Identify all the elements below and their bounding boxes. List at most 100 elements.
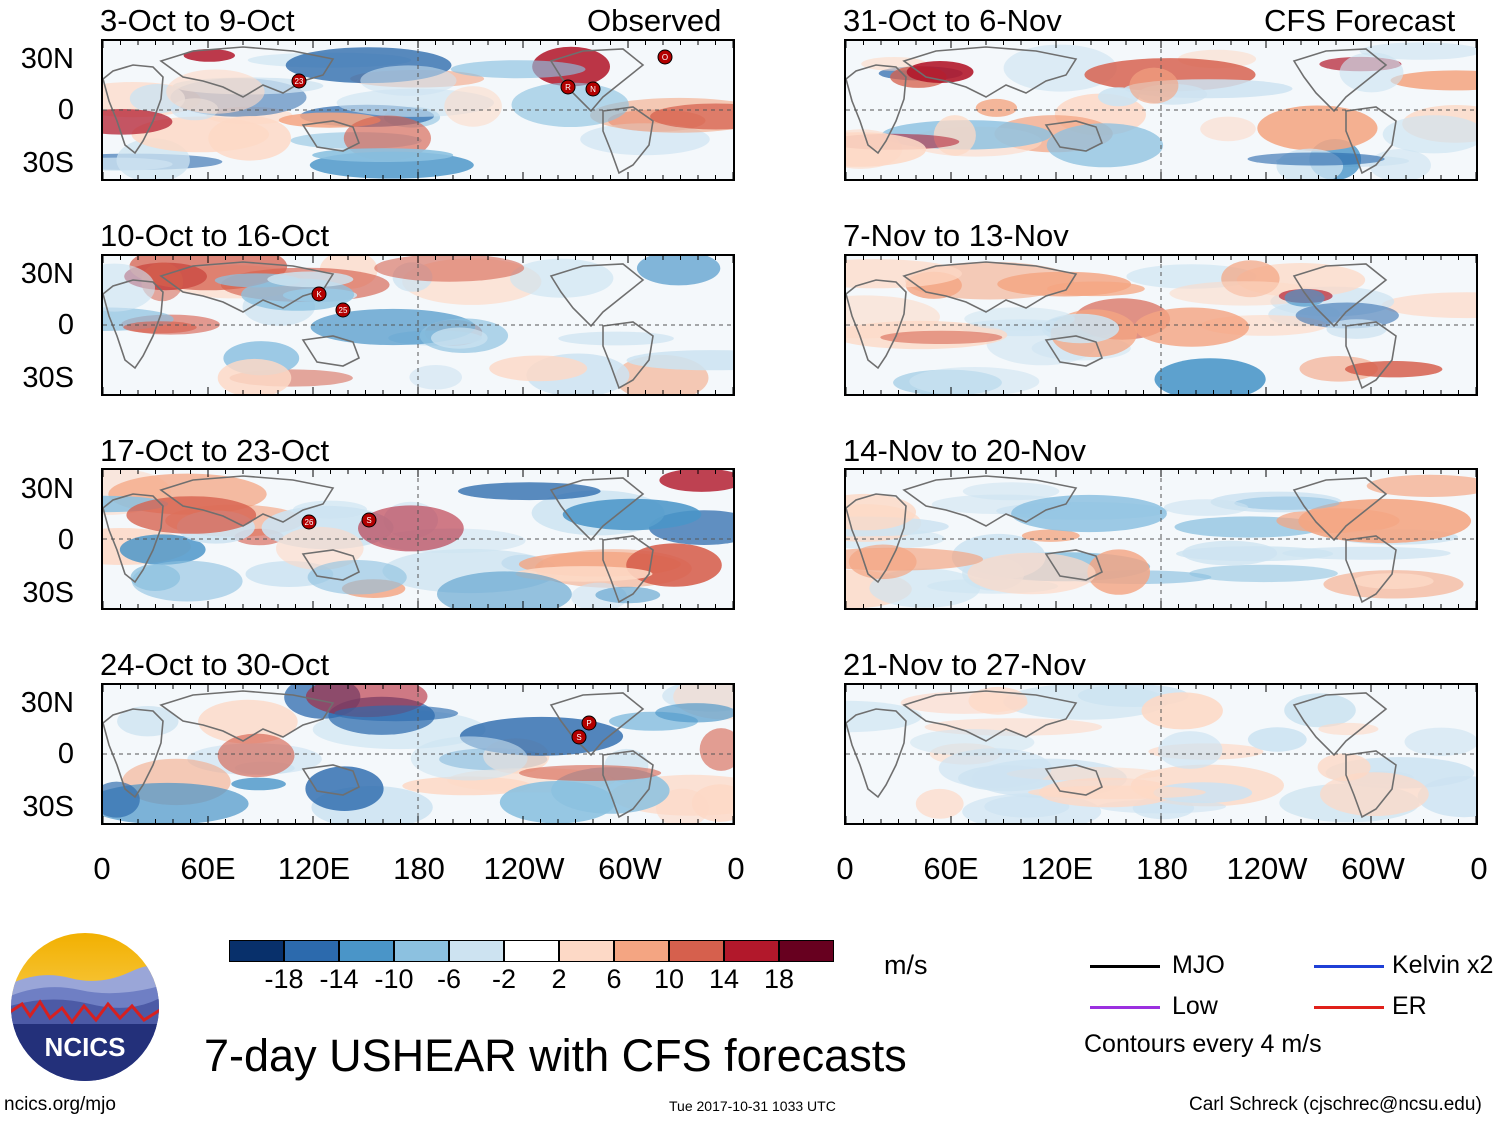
forecast-map-3 bbox=[844, 468, 1478, 610]
coastline bbox=[902, 690, 1078, 742]
colorbar-swatch bbox=[229, 940, 284, 962]
shear-anomaly-region bbox=[933, 115, 976, 156]
shear-anomaly-region bbox=[166, 69, 265, 114]
shear-field: 23 R N O bbox=[103, 41, 733, 179]
shear-anomaly-region bbox=[1200, 116, 1256, 142]
shear-anomaly-region bbox=[305, 766, 384, 811]
shear-anomaly-region bbox=[409, 365, 463, 390]
shear-anomaly-region bbox=[410, 736, 528, 781]
lat-label-30s: 30S bbox=[22, 791, 74, 823]
shear-field bbox=[846, 470, 1476, 608]
lat-label-30s: 30S bbox=[22, 147, 74, 179]
footer-timestamp: Tue 2017-10-31 1033 UTC bbox=[669, 1098, 836, 1114]
storm-marker-label: S bbox=[366, 516, 371, 525]
ncics-logo: NCICS bbox=[10, 932, 160, 1082]
legend-label-low: Low bbox=[1172, 992, 1218, 1020]
shear-anomaly-region bbox=[119, 534, 206, 565]
coastline bbox=[103, 493, 164, 584]
shear-anomaly-region bbox=[1353, 573, 1434, 589]
shear-anomaly-region bbox=[103, 782, 249, 823]
storm-marker: S bbox=[571, 729, 587, 745]
lon-label-180: 180 bbox=[1136, 851, 1188, 886]
storm-marker-label: K bbox=[316, 290, 322, 299]
shear-anomaly-region bbox=[1366, 474, 1476, 497]
storm-marker-icon bbox=[301, 514, 317, 530]
coastline bbox=[1044, 335, 1104, 367]
forecast-panel-1-title: 31-Oct to 6-Nov bbox=[843, 3, 1062, 38]
coastline bbox=[1044, 120, 1104, 152]
shear-anomaly-region bbox=[1257, 105, 1378, 151]
observed-map-3: 26 S bbox=[101, 468, 735, 610]
shear-anomaly-region bbox=[562, 498, 702, 531]
shear-anomaly-region bbox=[458, 482, 601, 501]
storm-marker: O bbox=[657, 49, 673, 65]
lon-label-360: 0 bbox=[1470, 851, 1488, 886]
shear-anomaly-region bbox=[1169, 281, 1320, 306]
shear-anomaly-region bbox=[437, 571, 572, 608]
shear-anomaly-region bbox=[312, 148, 454, 162]
lon-label-60e: 60E bbox=[180, 851, 236, 886]
coastline bbox=[1345, 750, 1397, 819]
lat-label-eq: 0 bbox=[57, 94, 74, 126]
colorbar-tick-label: 10 bbox=[653, 964, 685, 994]
shear-anomaly-region bbox=[1189, 564, 1338, 583]
shear-anomaly-region bbox=[208, 116, 292, 161]
shear-anomaly-region bbox=[1141, 692, 1223, 730]
storm-marker-icon bbox=[560, 79, 576, 95]
shear-anomaly-region bbox=[1369, 149, 1431, 179]
colorbar-swatch bbox=[284, 940, 339, 962]
coastline bbox=[301, 335, 361, 367]
storm-marker-icon bbox=[585, 81, 601, 97]
shear-anomaly-region bbox=[656, 788, 709, 823]
lat-label-30n: 30N bbox=[20, 473, 74, 505]
shear-field bbox=[846, 256, 1476, 394]
legend-label-mjo: MJO bbox=[1172, 951, 1225, 979]
storm-marker: 23 bbox=[291, 73, 307, 89]
shear-anomaly-region bbox=[626, 543, 722, 587]
storm-marker-icon bbox=[335, 302, 351, 318]
shear-anomaly-region bbox=[846, 493, 916, 531]
shear-anomaly-region bbox=[909, 367, 1040, 394]
shear-anomaly-region bbox=[938, 748, 1052, 789]
shear-anomaly-region bbox=[1098, 87, 1139, 107]
storm-marker: P bbox=[581, 715, 597, 731]
storm-marker: N bbox=[585, 81, 601, 97]
coastline bbox=[846, 493, 907, 584]
lat-label-30n: 30N bbox=[20, 258, 74, 290]
coastline bbox=[301, 549, 361, 581]
shear-anomaly-region bbox=[183, 49, 235, 62]
shear-anomaly-region bbox=[126, 496, 257, 534]
storm-marker-label: N bbox=[590, 85, 596, 94]
lat-label-eq: 0 bbox=[57, 738, 74, 770]
storm-marker-label: R bbox=[565, 83, 571, 92]
shear-anomaly-region bbox=[846, 547, 984, 571]
colorbar-swatch bbox=[724, 940, 779, 962]
colorbar-tick-label: -14 bbox=[319, 964, 359, 994]
coastline bbox=[1292, 48, 1388, 113]
colorbar-tick-label: -10 bbox=[374, 964, 414, 994]
coastline bbox=[902, 475, 1078, 527]
footer-url: ncics.org/mjo bbox=[4, 1094, 116, 1115]
shear-anomaly-region bbox=[231, 777, 286, 791]
shear-anomaly-region bbox=[1158, 731, 1223, 769]
colorbar-swatch bbox=[779, 940, 834, 962]
shear-anomaly-region bbox=[1320, 772, 1429, 816]
shear-anomaly-region bbox=[334, 705, 459, 722]
coastline bbox=[549, 477, 645, 542]
colorbar-swatch bbox=[559, 940, 614, 962]
shear-field bbox=[846, 685, 1476, 823]
coastline bbox=[159, 46, 335, 98]
shear-anomaly-region bbox=[131, 560, 243, 602]
shear-field: SP bbox=[103, 685, 733, 823]
shear-anomaly-region bbox=[1404, 727, 1476, 756]
shear-anomaly-region bbox=[636, 256, 721, 286]
forecast-panel-4-title: 21-Nov to 27-Nov bbox=[843, 647, 1086, 682]
colorbar-tick-label: -2 bbox=[491, 964, 516, 994]
coastline bbox=[549, 263, 645, 328]
shear-anomaly-region bbox=[360, 65, 457, 96]
shear-anomaly-region bbox=[659, 470, 733, 492]
shear-anomaly-region bbox=[846, 700, 922, 733]
legend-line-low bbox=[1090, 1006, 1160, 1009]
coastline bbox=[602, 535, 654, 604]
